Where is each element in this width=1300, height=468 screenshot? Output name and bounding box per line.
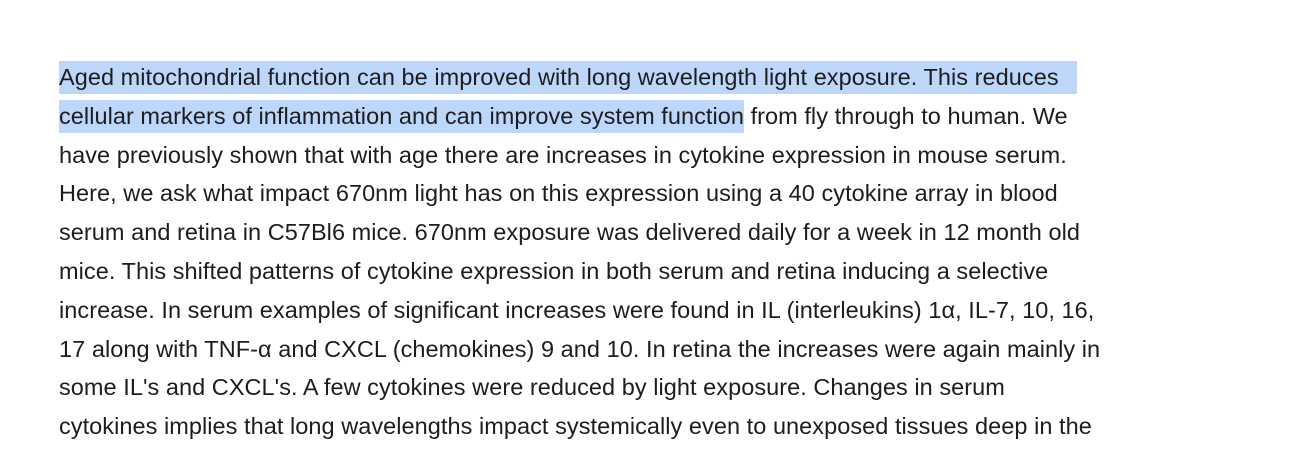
text-line[interactable]: cytokines implies that long wavelengths …	[59, 407, 1259, 446]
line-text[interactable]: serum and retina in C57Bl6 mice. 670nm e…	[59, 219, 1080, 246]
text-line[interactable]: cellular markers of inflammation and can…	[59, 97, 1259, 136]
text-line[interactable]: Aged mitochondrial function can be impro…	[59, 58, 1259, 97]
selected-text[interactable]: cellular markers of inflammation and can…	[59, 99, 744, 133]
line-text[interactable]: 17 along with TNF-α and CXCL (chemokines…	[59, 335, 1101, 362]
line-text[interactable]: from fly through to human. We	[743, 102, 1068, 129]
text-line[interactable]: some IL's and CXCL's. A few cytokines we…	[59, 368, 1259, 407]
selected-text[interactable]: Aged mitochondrial function can be impro…	[59, 61, 1077, 94]
text-line[interactable]: Here, we ask what impact 670nm light has…	[59, 174, 1259, 213]
line-text[interactable]: some IL's and CXCL's. A few cytokines we…	[59, 374, 1005, 401]
text-line[interactable]: 17 along with TNF-α and CXCL (chemokines…	[59, 330, 1259, 369]
text-line[interactable]: increase. In serum examples of significa…	[59, 291, 1259, 330]
text-line[interactable]: mice. This shifted patterns of cytokine …	[59, 252, 1259, 291]
line-text[interactable]: mice. This shifted patterns of cytokine …	[59, 257, 1049, 284]
abstract-paragraph[interactable]: Aged mitochondrial function can be impro…	[59, 58, 1259, 446]
line-text[interactable]: Here, we ask what impact 670nm light has…	[59, 180, 1058, 207]
line-text[interactable]: increase. In serum examples of significa…	[59, 296, 1095, 323]
text-line[interactable]: serum and retina in C57Bl6 mice. 670nm e…	[59, 213, 1259, 252]
line-text[interactable]: have previously shown that with age ther…	[59, 141, 1067, 168]
line-text[interactable]: cytokines implies that long wavelengths …	[59, 413, 1092, 440]
text-line[interactable]: have previously shown that with age ther…	[59, 136, 1259, 175]
